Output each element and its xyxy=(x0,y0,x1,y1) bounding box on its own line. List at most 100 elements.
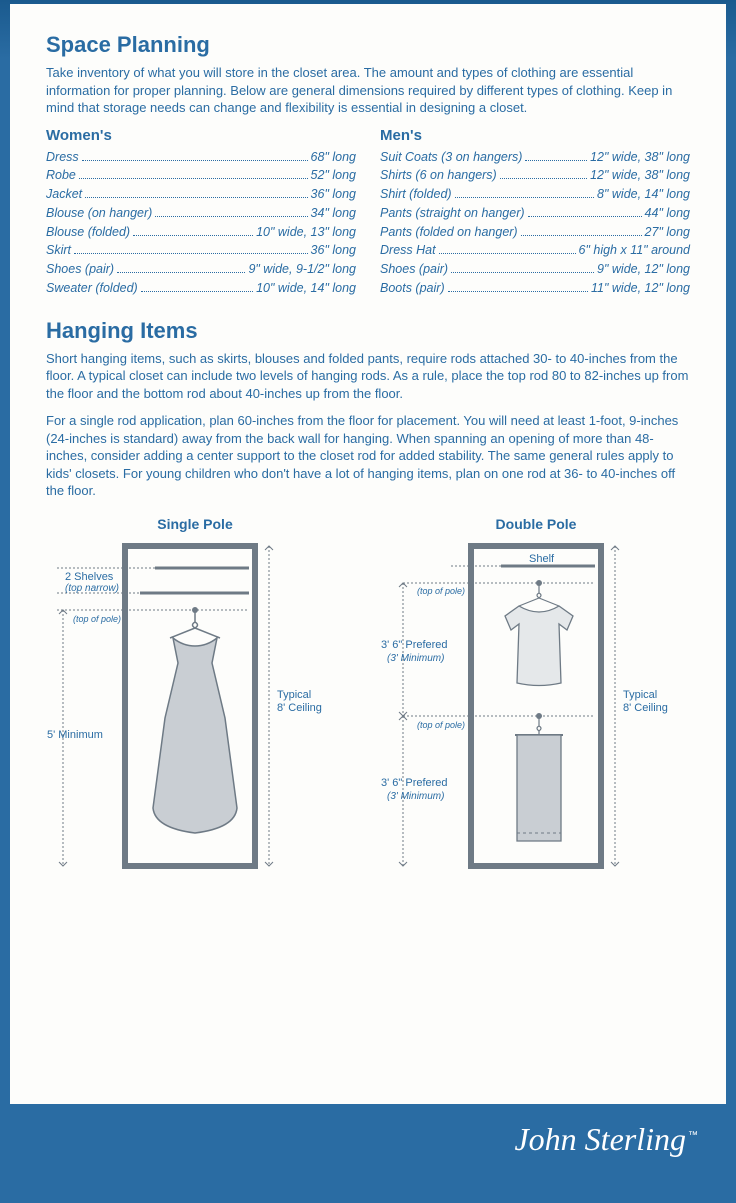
dimension-value: 11" wide, 12" long xyxy=(591,279,690,298)
dimension-row: Shirts (6 on hangers)12" wide, 38" long xyxy=(380,166,690,185)
dimensions-columns: Women's Dress68" longRobe 52" long Jacket 3… xyxy=(46,127,690,298)
dimension-value: 27" long xyxy=(645,223,690,242)
womens-list: Dress68" longRobe52" longJacket36" longB… xyxy=(46,148,356,298)
footer: John Sterling™ xyxy=(10,1104,726,1174)
womens-heading: Women's xyxy=(46,127,356,144)
dimension-label: Dress xyxy=(46,148,79,167)
label-shelf: Shelf xyxy=(529,553,555,565)
dimension-row: Pants (folded on hanger) 27" long xyxy=(380,223,690,242)
dimension-value: 8" wide, 14" long xyxy=(597,185,690,204)
dimension-value: 10" wide, 13" long xyxy=(256,223,356,242)
dot-leader xyxy=(133,235,253,236)
dimension-label: Shirts (6 on hangers) xyxy=(380,166,497,185)
label-ceiling-2b: 8' Ceiling xyxy=(623,702,668,714)
trademark: ™ xyxy=(688,1130,698,1141)
dimension-label: Blouse (on hanger) xyxy=(46,204,152,223)
dimension-value: 10" wide, 14" long xyxy=(256,279,356,298)
dot-leader xyxy=(155,216,307,217)
dimension-value: 36" long xyxy=(311,241,356,260)
single-pole-diagram: Single Pole xyxy=(45,516,345,883)
dimension-label: Shoes (pair) xyxy=(46,260,114,279)
double-pole-svg: Shelf (top of pole) 3' 6" Prefered (3' M… xyxy=(381,538,691,878)
hanging-para-1: Short hanging items, such as skirts, blo… xyxy=(46,350,690,403)
label-36-pref-1: 3' 6" Prefered xyxy=(381,639,448,651)
dimension-row: Suit Coats (3 on hangers) 12" wide, 38" l… xyxy=(380,148,690,167)
dimension-label: Sweater (folded) xyxy=(46,279,138,298)
dimension-label: Boots (pair) xyxy=(380,279,445,298)
label-2-shelves: 2 Shelves xyxy=(65,571,114,583)
dimension-row: Sweater (folded) 10" wide, 14" long xyxy=(46,279,356,298)
dimension-row: Shoes (pair) 9" wide, 9-1/2" long xyxy=(46,260,356,279)
dimension-row: Boots (pair) 11" wide, 12" long xyxy=(380,279,690,298)
dimension-value: 44" long xyxy=(645,204,690,223)
dimension-label: Pants (folded on hanger) xyxy=(380,223,518,242)
double-pole-caption: Double Pole xyxy=(381,516,691,532)
label-5-min: 5' Minimum xyxy=(47,729,103,741)
dimension-label: Skirt xyxy=(46,241,71,260)
dot-leader xyxy=(455,197,594,198)
label-ceiling-1a: Typical xyxy=(277,689,311,701)
label-ceiling-1b: 8' Ceiling xyxy=(277,702,322,714)
dimension-value: 9" wide, 9-1/2" long xyxy=(248,260,356,279)
dimension-row: Skirt 36" long xyxy=(46,241,356,260)
dimension-row: Robe 52" long xyxy=(46,166,356,185)
dot-leader xyxy=(439,253,576,254)
dimension-value: 52" long xyxy=(311,166,356,185)
double-pole-diagram: Double Pole xyxy=(381,516,691,883)
label-top-narrow: (top narrow) xyxy=(65,583,119,594)
dimension-row: Pants (straight on hanger) 44" long xyxy=(380,204,690,223)
document-page: Space Planning Take inventory of what yo… xyxy=(10,4,726,1104)
dimension-row: Blouse (on hanger) 34" long xyxy=(46,204,356,223)
label-3-min-2: (3' Minimum) xyxy=(387,791,444,802)
label-3-min-1: (3' Minimum) xyxy=(387,653,444,664)
dot-leader xyxy=(74,253,308,254)
mens-heading: Men's xyxy=(380,127,690,144)
space-planning-intro: Take inventory of what you will store in… xyxy=(46,64,690,117)
hanging-para-2: For a single rod application, plan 60-in… xyxy=(46,412,690,500)
dot-leader xyxy=(141,291,253,292)
dot-leader xyxy=(448,291,588,292)
dimension-row: Shoes (pair) 9" wide, 12" long xyxy=(380,260,690,279)
single-pole-caption: Single Pole xyxy=(45,516,345,532)
dimension-value: 6" high x 11" around xyxy=(579,241,691,260)
dot-leader xyxy=(117,272,245,273)
mens-list: Suit Coats (3 on hangers) 12" wide, 38" l… xyxy=(380,148,690,298)
dimension-value: 12" wide, 38" long xyxy=(590,148,690,167)
dimension-label: Dress Hat xyxy=(380,241,436,260)
dot-leader xyxy=(528,216,642,217)
dot-leader xyxy=(451,272,594,273)
dot-leader xyxy=(85,197,307,198)
dimension-row: Dress68" long xyxy=(46,148,356,167)
dimension-label: Shirt (folded) xyxy=(380,185,452,204)
label-ceiling-2a: Typical xyxy=(623,689,657,701)
label-top-of-pole-2a: (top of pole) xyxy=(417,586,465,596)
diagrams-row: Single Pole xyxy=(46,516,690,883)
dimension-label: Shoes (pair) xyxy=(380,260,448,279)
outer-frame: Space Planning Take inventory of what yo… xyxy=(0,0,736,1174)
space-planning-title: Space Planning xyxy=(46,32,690,58)
label-top-of-pole-2b: (top of pole) xyxy=(417,720,465,730)
hanging-items-title: Hanging Items xyxy=(46,318,690,344)
dimension-row: Shirt (folded) 8" wide, 14" long xyxy=(380,185,690,204)
single-pole-svg: 2 Shelves (top narrow) (top of pole) 5' … xyxy=(45,538,345,878)
dimension-value: 9" wide, 12" long xyxy=(597,260,690,279)
dot-leader xyxy=(521,235,642,236)
dimension-value: 34" long xyxy=(311,204,356,223)
dimension-label: Robe xyxy=(46,166,76,185)
dimension-row: Dress Hat 6" high x 11" around xyxy=(380,241,690,260)
brand-logo: John Sterling™ xyxy=(514,1121,698,1158)
dimension-label: Suit Coats (3 on hangers) xyxy=(380,148,522,167)
dot-leader xyxy=(79,178,308,179)
label-top-of-pole-1: (top of pole) xyxy=(73,614,121,624)
dimension-value: 36" long xyxy=(311,185,356,204)
dot-leader xyxy=(82,160,308,161)
mens-column: Men's Suit Coats (3 on hangers) 12" wide,… xyxy=(380,127,690,298)
label-36-pref-2: 3' 6" Prefered xyxy=(381,777,448,789)
dimension-row: Jacket 36" long xyxy=(46,185,356,204)
dimension-label: Pants (straight on hanger) xyxy=(380,204,525,223)
dot-leader xyxy=(525,160,587,161)
brand-text: John Sterling xyxy=(514,1121,686,1157)
dot-leader xyxy=(500,178,587,179)
dimension-label: Blouse (folded) xyxy=(46,223,130,242)
dimension-label: Jacket xyxy=(46,185,82,204)
